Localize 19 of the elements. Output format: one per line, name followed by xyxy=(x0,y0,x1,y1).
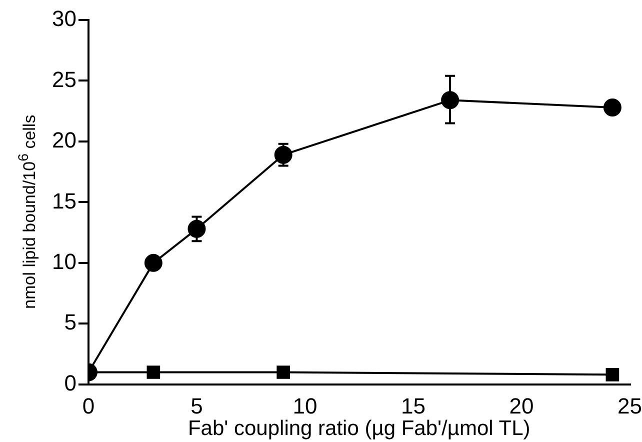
point xyxy=(603,98,622,116)
x-axis-title: Fab' coupling ratio (µg Fab'/µmol TL) xyxy=(188,417,530,440)
y-tick-label: 5 xyxy=(64,310,76,335)
y-tick-label: 30 xyxy=(52,6,76,32)
x-tick-label: 15 xyxy=(401,394,426,419)
x-tick-label: 25 xyxy=(618,394,642,419)
y-tick-label: 10 xyxy=(52,248,76,274)
x-tick-label: 10 xyxy=(292,394,318,419)
y-tick-label: 25 xyxy=(52,66,76,92)
point xyxy=(144,254,162,272)
x-tick-label: 20 xyxy=(509,394,534,419)
point xyxy=(606,368,620,382)
x-tick-label: 5 xyxy=(190,394,203,419)
y-tick-label: 20 xyxy=(52,128,76,153)
point xyxy=(146,366,160,379)
y-tick-label: 0 xyxy=(64,370,76,396)
x-tick-label: 0 xyxy=(82,394,95,419)
y-tick-label: 15 xyxy=(52,188,76,214)
point xyxy=(276,366,290,379)
